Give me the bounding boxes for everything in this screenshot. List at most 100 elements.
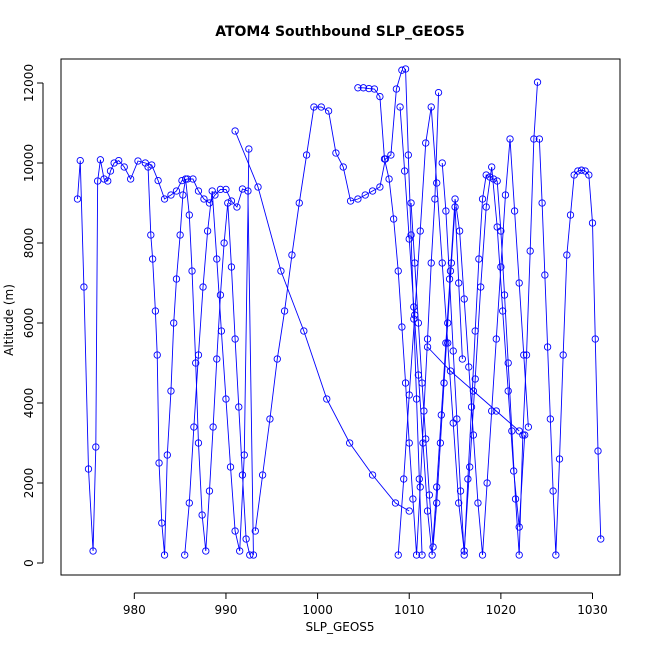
data-point [120, 163, 128, 171]
y-tick-label: 8000 [22, 228, 36, 259]
data-point [471, 375, 479, 383]
data-point [213, 255, 221, 263]
data-point [368, 187, 377, 195]
data-point [433, 179, 441, 187]
data-point [80, 283, 88, 291]
data-point [538, 199, 546, 207]
data-point [216, 185, 225, 194]
data-point [394, 267, 402, 275]
data-point [216, 291, 225, 299]
data-series [401, 65, 426, 559]
data-point [451, 203, 459, 211]
data-point [478, 551, 487, 559]
data-point [577, 166, 586, 174]
data-point [192, 359, 200, 367]
data-point [100, 175, 108, 183]
data-point [483, 479, 491, 487]
x-tick-label: 980 [123, 603, 146, 617]
data-point [251, 527, 259, 535]
data-point [380, 155, 389, 163]
data-point [302, 151, 311, 159]
data-point [404, 151, 412, 159]
x-axis-title: SLP_GEOS5 [305, 620, 374, 634]
data-point [147, 231, 155, 239]
series-line [234, 130, 410, 512]
data-point [295, 199, 303, 207]
data-point [407, 199, 415, 207]
data-point [242, 535, 250, 543]
data-point [104, 177, 112, 185]
data-point [492, 335, 500, 343]
data-point [588, 219, 597, 227]
series-line [357, 87, 439, 556]
data-series [407, 199, 467, 551]
y-tick-label: 10000 [22, 144, 36, 182]
data-point [154, 176, 162, 185]
chart-title: ATOM4 Southbound SLP_GEOS5 [215, 24, 465, 40]
series-layer [73, 65, 605, 559]
data-series [396, 103, 533, 559]
data-point [235, 403, 243, 411]
data-point [488, 163, 496, 171]
data-point [73, 195, 82, 203]
data-point [474, 499, 482, 507]
data-point [387, 151, 395, 159]
data-point [409, 495, 417, 503]
data-point [238, 471, 247, 479]
data-point [535, 135, 544, 143]
data-point [181, 175, 190, 183]
data-point [181, 551, 189, 559]
x-tick-label: 990 [214, 603, 237, 617]
data-point [273, 355, 281, 363]
data-point [400, 475, 408, 483]
data-point [209, 423, 217, 431]
x-tick-label: 1030 [577, 603, 608, 617]
data-point [469, 387, 478, 395]
data-point [447, 259, 456, 267]
data-point [233, 203, 241, 211]
data-point [365, 84, 373, 93]
data-point [475, 255, 483, 263]
data-point [515, 523, 523, 531]
data-point [92, 443, 100, 451]
data-point [202, 547, 210, 555]
data-point [541, 271, 549, 279]
data-point [423, 335, 432, 343]
data-point [422, 139, 430, 147]
data-series [251, 66, 406, 535]
data-point [543, 343, 552, 351]
data-point [224, 199, 232, 207]
data-point [339, 163, 347, 171]
data-point [280, 307, 289, 315]
data-point [478, 195, 487, 203]
data-point [163, 451, 171, 459]
data-point [394, 551, 402, 559]
data-point [427, 103, 435, 111]
data-point [427, 259, 435, 267]
data-point [410, 315, 418, 323]
data-point [546, 415, 554, 423]
data-point [148, 255, 157, 263]
data-series [231, 127, 413, 515]
data-point [469, 431, 478, 439]
data-point [185, 211, 193, 219]
data-point [434, 88, 443, 97]
data-point [508, 427, 516, 435]
data-point [370, 85, 379, 93]
data-point [436, 439, 445, 447]
series-line [427, 346, 520, 432]
data-point [449, 347, 457, 355]
data-point [401, 379, 410, 387]
data-point [438, 259, 446, 267]
data-point [446, 367, 455, 375]
data-point [203, 227, 212, 235]
data-series [354, 84, 443, 559]
data-series [144, 163, 254, 559]
series-line [77, 159, 254, 556]
series-line [441, 82, 538, 556]
data-point [429, 543, 437, 551]
data-point [492, 407, 500, 415]
series-line [410, 202, 463, 548]
data-point [246, 551, 254, 559]
